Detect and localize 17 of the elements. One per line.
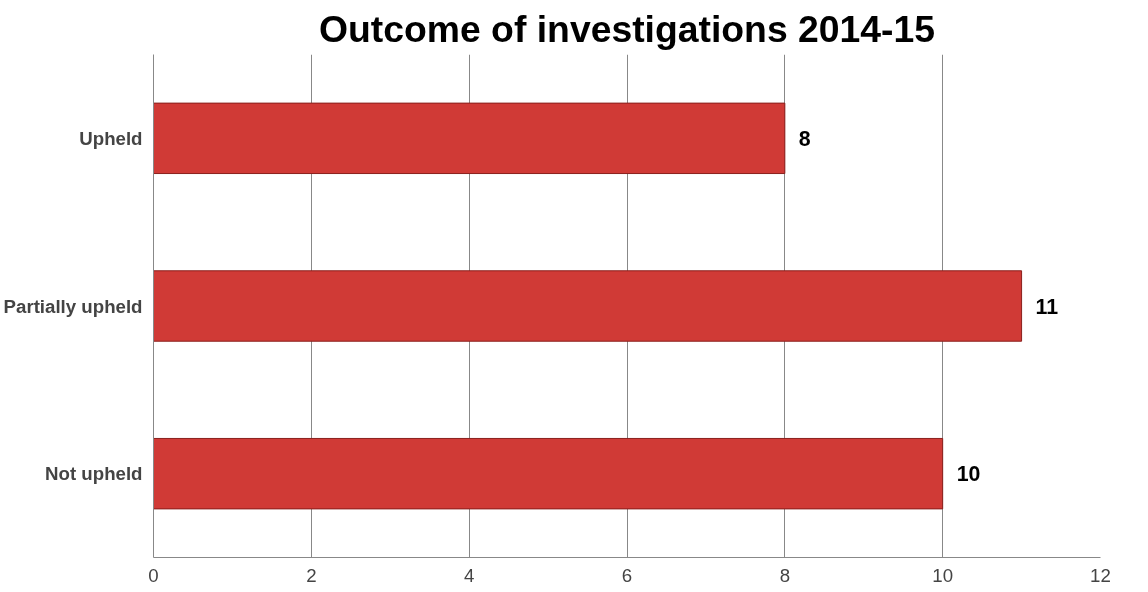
data-label: 11 xyxy=(1035,294,1059,319)
data-label: 10 xyxy=(956,462,981,487)
y-tick-label: Not upheld xyxy=(45,463,143,485)
bar xyxy=(153,437,944,510)
x-tick-label: 4 xyxy=(463,564,475,586)
x-tick-label: 12 xyxy=(1090,564,1111,586)
data-label: 8 xyxy=(798,126,811,151)
y-tick-label: Upheld xyxy=(79,127,143,149)
y-tick-label: Partially upheld xyxy=(3,295,143,317)
bar xyxy=(153,270,1023,342)
x-tick-label: 6 xyxy=(621,564,633,586)
bar xyxy=(153,102,786,175)
x-tick-label: 0 xyxy=(148,564,159,586)
chart-title: Outcome of investigations 2014-15 xyxy=(318,7,936,50)
x-tick-label: 2 xyxy=(306,564,317,586)
x-tick-label: 10 xyxy=(932,564,954,586)
x-tick-label: 8 xyxy=(779,564,791,586)
